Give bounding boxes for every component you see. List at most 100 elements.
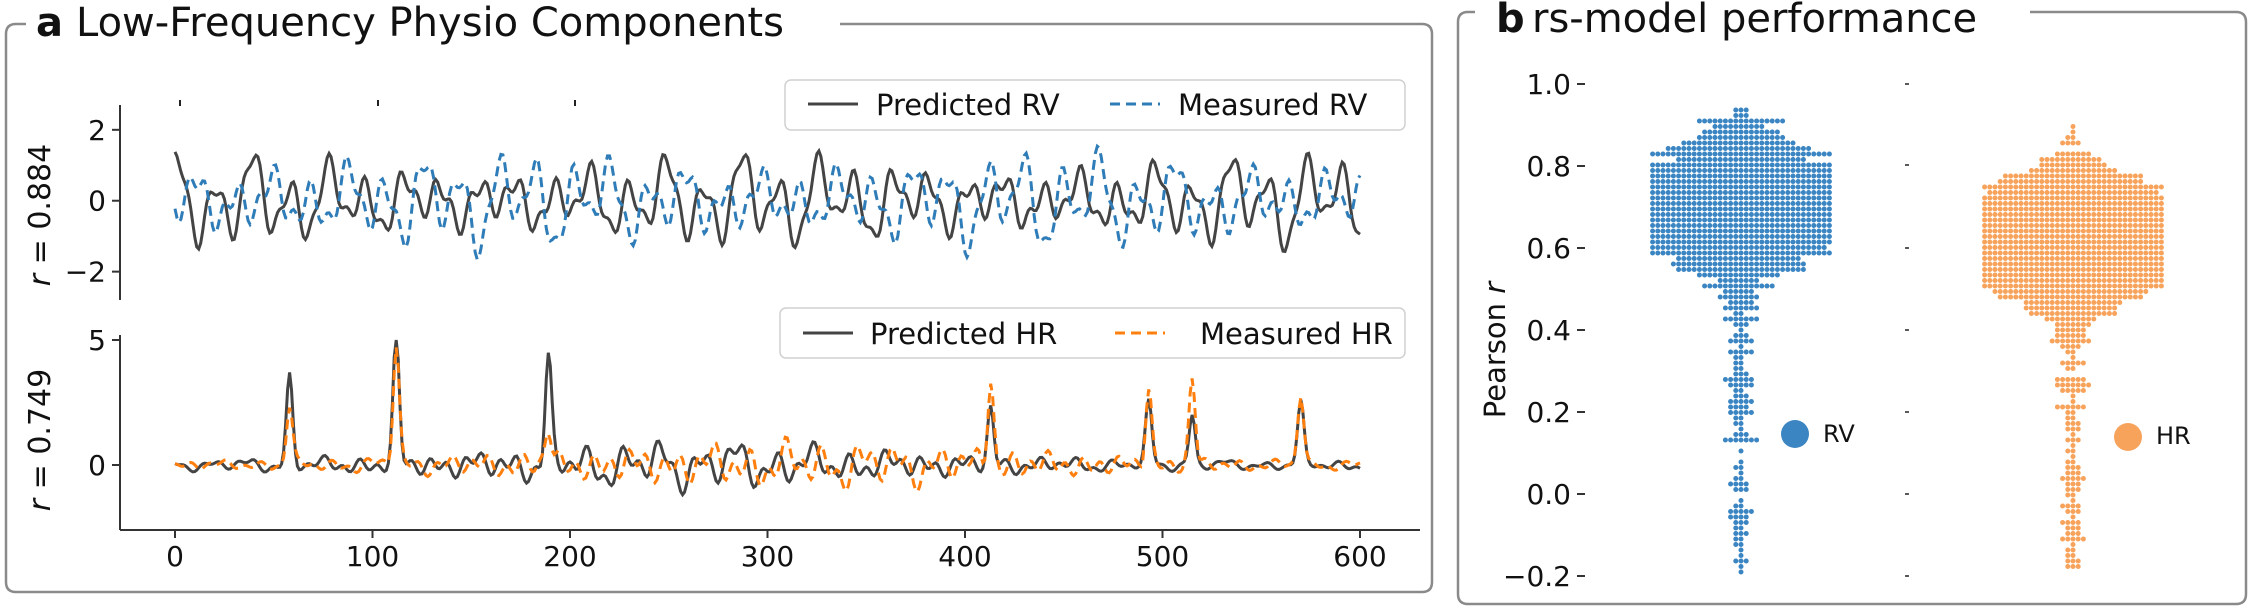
swarm-point-hr (2106, 278, 2112, 283)
swarm-point-rv (1707, 239, 1713, 245)
swarm-point-rv (1774, 190, 1780, 195)
swarm-point-rv (1733, 388, 1739, 393)
swarm-point-hr (2070, 399, 2076, 404)
swarm-point-hr (2080, 217, 2086, 223)
swarm-point-rv (1722, 305, 1728, 311)
swarm-point-hr (2044, 179, 2050, 184)
swarm-point-rv (1712, 239, 1718, 245)
swarm-point-hr (2060, 261, 2066, 267)
swarm-point-rv (1733, 217, 1739, 223)
swarm-point-hr (1997, 250, 2003, 256)
y-tick-label: −2 (65, 256, 106, 289)
swarm-point-rv (1738, 162, 1744, 168)
swarm-point-rv (1795, 267, 1801, 272)
swarm-point-rv (1821, 250, 1827, 256)
swarm-point-hr (2034, 195, 2040, 201)
swarm-point-hr (2096, 272, 2102, 278)
swarm-point-rv (1806, 234, 1812, 239)
swarm-point-hr (2044, 250, 2050, 256)
swarm-point-hr (2060, 179, 2066, 184)
swarm-point-rv (1795, 162, 1801, 168)
swarm-point-hr (2075, 239, 2081, 245)
swarm-point-rv (1743, 217, 1749, 223)
swarm-point-rv (1696, 234, 1702, 239)
swarm-point-rv (1748, 289, 1754, 294)
swarm-point-hr (2002, 179, 2008, 184)
swarm-point-hr (1997, 217, 2003, 223)
swarm-point-rv (1743, 267, 1749, 272)
swarm-point-hr (2049, 261, 2055, 267)
swarm-point-rv (1748, 190, 1754, 195)
swarm-point-hr (2034, 245, 2040, 250)
swarm-point-hr (2028, 278, 2034, 283)
swarm-point-hr (2086, 217, 2092, 223)
swarm-point-rv (1785, 195, 1791, 201)
swarm-point-hr (2070, 487, 2076, 492)
swarm-point-hr (2096, 261, 2102, 267)
swarm-point-hr (2049, 168, 2055, 173)
swarm-point-hr (2148, 195, 2154, 201)
swarm-point-rv (1738, 250, 1744, 256)
swarm-point-hr (2106, 212, 2112, 217)
swarm-point-hr (2028, 179, 2034, 184)
swarm-point-hr (2018, 294, 2024, 300)
swarm-point-hr (1987, 212, 1993, 217)
swarm-point-rv (1785, 228, 1791, 234)
swarm-point-hr (2023, 223, 2029, 228)
swarm-hr-points (1982, 124, 2164, 569)
swarm-point-rv (1686, 162, 1692, 168)
rv-y-ticks: 20−2 (65, 114, 120, 289)
swarm-point-hr (2049, 190, 2055, 195)
swarm-point-rv (1696, 223, 1702, 228)
swarm-point-hr (2127, 195, 2133, 201)
swarm-point-hr (1982, 267, 1988, 272)
swarm-point-hr (2049, 239, 2055, 245)
swarm-point-rv (1738, 531, 1744, 536)
swarm-point-rv (1728, 294, 1734, 300)
swarm-point-hr (2070, 201, 2076, 206)
swarm-point-rv (1780, 146, 1786, 151)
swarm-point-hr (2091, 206, 2097, 212)
swarm-point-hr (2096, 168, 2102, 173)
swarm-point-rv (1769, 234, 1775, 239)
swarm-point-hr (2070, 349, 2076, 355)
swarm-point-rv (1728, 382, 1734, 388)
hr-y-ticks: 50 (88, 324, 120, 482)
swarm-point-rv (1660, 250, 1666, 256)
swarm-point-rv (1759, 140, 1765, 146)
swarm-point-hr (2106, 311, 2112, 316)
swarm-point-rv (1722, 294, 1728, 300)
swarm-point-rv (1780, 168, 1786, 173)
swarm-point-hr (2049, 223, 2055, 228)
y-tick-label: 0.4 (1526, 314, 1571, 347)
swarm-point-rv (1795, 206, 1801, 212)
swarm-point-rv (1743, 278, 1749, 283)
x-tick-label: 0 (166, 540, 184, 573)
swarm-point-rv (1785, 162, 1791, 168)
swarm-point-rv (1696, 190, 1702, 195)
swarm-point-hr (2054, 157, 2060, 162)
swarm-point-rv (1712, 173, 1718, 179)
swarm-point-rv (1748, 250, 1754, 256)
x-tick-label: 600 (1333, 540, 1386, 573)
swarm-point-rv (1702, 173, 1708, 179)
swarm-point-hr (2086, 157, 2092, 162)
swarm-point-hr (2101, 261, 2107, 267)
swarm-point-hr (2143, 228, 2149, 234)
swarm-point-rv (1754, 234, 1760, 239)
swarm-point-rv (1717, 239, 1723, 245)
swarm-point-hr (2013, 239, 2019, 245)
swarm-point-hr (2054, 201, 2060, 206)
swarm-point-hr (2065, 377, 2071, 382)
swarm-point-rv (1717, 283, 1723, 289)
swarm-point-hr (2086, 300, 2092, 305)
swarm-point-hr (2060, 294, 2066, 300)
swarm-point-hr (2106, 201, 2112, 206)
swarm-point-hr (2070, 520, 2076, 525)
swarm-point-rv (1733, 542, 1739, 547)
swarm-point-hr (2138, 245, 2144, 250)
swarm-point-hr (2080, 151, 2086, 157)
swarm-point-hr (2039, 228, 2045, 234)
swarm-point-rv (1785, 250, 1791, 256)
swarm-point-hr (1992, 267, 1998, 272)
